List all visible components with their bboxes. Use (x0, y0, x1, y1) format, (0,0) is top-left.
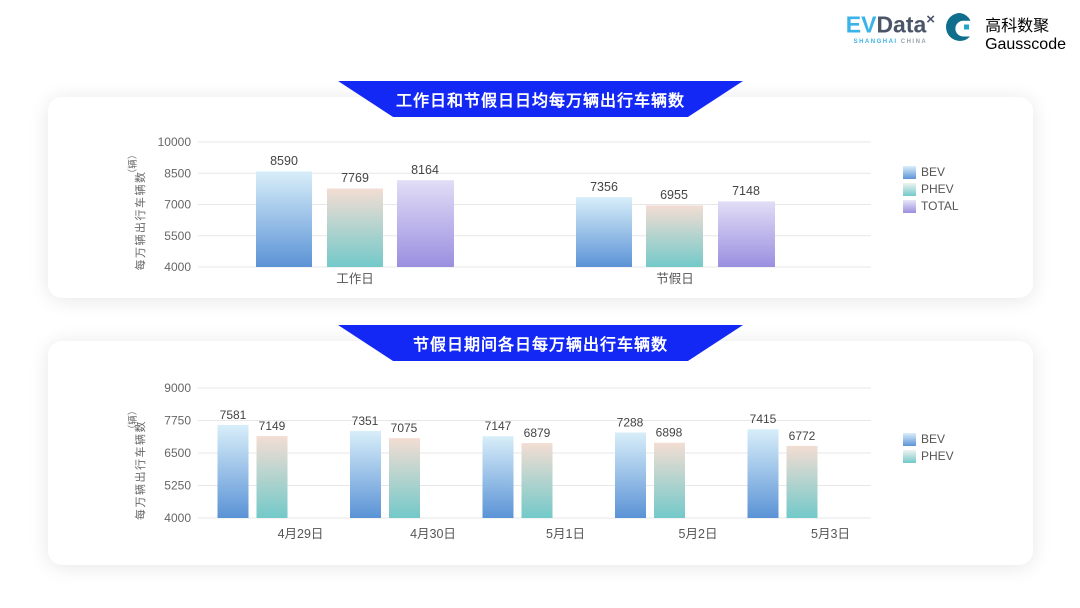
svg-text:BEV: BEV (921, 165, 945, 179)
svg-text:6955: 6955 (660, 188, 688, 202)
svg-text:5月2日: 5月2日 (679, 527, 718, 541)
svg-text:4月29日: 4月29日 (278, 527, 324, 541)
svg-text:7769: 7769 (341, 171, 369, 185)
svg-text:7351: 7351 (352, 414, 379, 428)
svg-text:PHEV: PHEV (921, 449, 954, 463)
svg-text:每万辆出行车辆数: 每万辆出行车辆数 (133, 171, 147, 271)
svg-text:4000: 4000 (164, 260, 191, 274)
svg-text:5月3日: 5月3日 (811, 527, 850, 541)
svg-text:7147: 7147 (485, 419, 512, 433)
svg-text:9000: 9000 (164, 381, 191, 395)
svg-text:7000: 7000 (164, 198, 191, 212)
svg-text:7750: 7750 (164, 414, 191, 428)
svg-text:4月30日: 4月30日 (410, 527, 456, 541)
svg-text:7288: 7288 (617, 416, 644, 430)
svg-text:7415: 7415 (750, 412, 777, 426)
svg-text:5500: 5500 (164, 229, 191, 243)
svg-text:7149: 7149 (259, 419, 286, 433)
svg-text:8590: 8590 (270, 154, 298, 168)
svg-text:TOTAL: TOTAL (921, 199, 959, 213)
svg-text:（辆）: （辆） (127, 150, 139, 179)
svg-text:6500: 6500 (164, 446, 191, 460)
svg-text:（辆）: （辆） (127, 406, 139, 435)
svg-text:工作日: 工作日 (336, 272, 374, 286)
svg-text:6772: 6772 (789, 429, 816, 443)
svg-text:BEV: BEV (921, 432, 945, 446)
svg-text:7356: 7356 (590, 180, 618, 194)
svg-text:8500: 8500 (164, 166, 191, 180)
svg-text:节假日: 节假日 (656, 272, 694, 286)
svg-text:5250: 5250 (164, 479, 191, 493)
svg-text:6879: 6879 (524, 426, 551, 440)
svg-text:4000: 4000 (164, 511, 191, 525)
svg-text:PHEV: PHEV (921, 182, 954, 196)
svg-text:10000: 10000 (158, 135, 192, 149)
svg-text:6898: 6898 (656, 426, 683, 440)
svg-text:5月1日: 5月1日 (546, 527, 585, 541)
svg-text:8164: 8164 (411, 163, 439, 177)
svg-text:7148: 7148 (732, 184, 760, 198)
svg-text:7581: 7581 (220, 408, 247, 422)
svg-text:7075: 7075 (391, 421, 418, 435)
